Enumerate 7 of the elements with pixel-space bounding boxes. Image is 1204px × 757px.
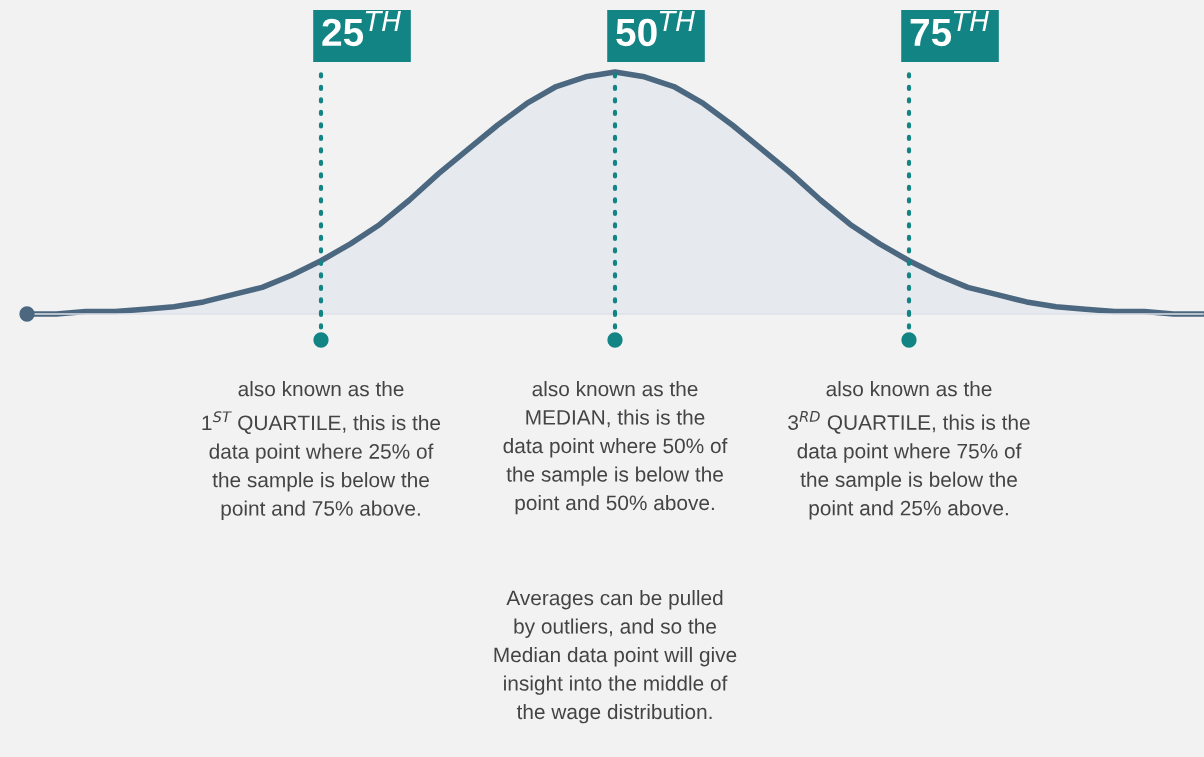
text: also known as the MEDIAN, this is the data point where 50% of the sample is below the point and 50% above. — [503, 381, 728, 515]
text: 25$^{TH}$ — [322, 11, 401, 47]
text: 75$^{TH}$ — [910, 11, 989, 47]
text: also known as the 1$^{ST}$ QUARTILE, this is the data point where 25% of the sample is below the point and 75% above. — [202, 381, 441, 520]
text: 50$^{TH}$ — [616, 11, 695, 47]
text: Averages can be pulled by outliers, and so the Median data point will give insight into the middle of the wage distribution. — [494, 590, 737, 724]
text: also known as the 3$^{RD}$ QUARTILE, this is the data point where 75% of the sample is below the point and 25% above. — [788, 381, 1030, 520]
